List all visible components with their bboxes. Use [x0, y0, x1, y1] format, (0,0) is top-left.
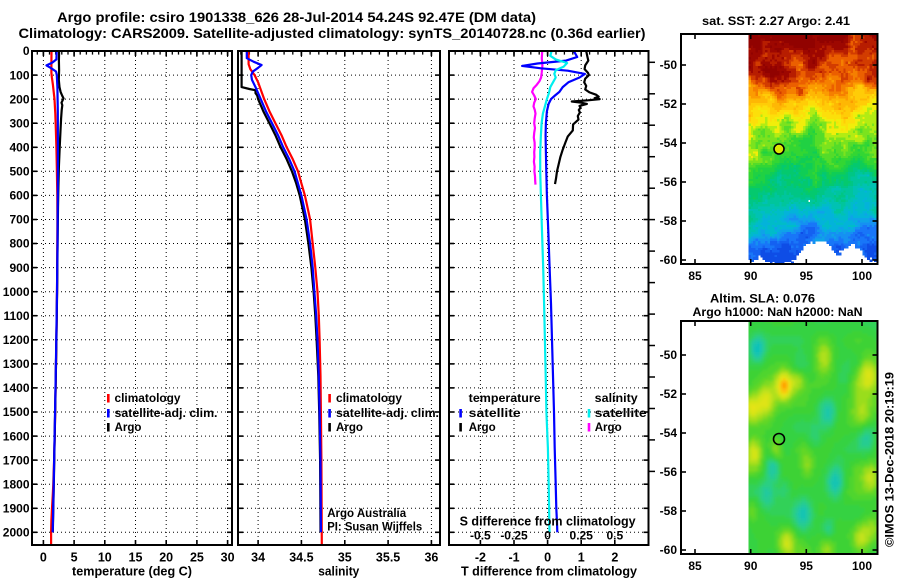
- svg-text:85: 85: [688, 269, 702, 283]
- svg-text:-60: -60: [660, 253, 678, 267]
- svg-text:100: 100: [9, 68, 29, 82]
- svg-text:PI: Susan Wijffels: PI: Susan Wijffels: [327, 520, 422, 534]
- svg-text:Argo: Argo: [595, 420, 622, 434]
- svg-text:-56: -56: [660, 175, 678, 189]
- svg-text:0.5: 0.5: [606, 529, 623, 543]
- svg-text:5: 5: [71, 551, 78, 565]
- svg-text:700: 700: [9, 213, 29, 227]
- svg-text:satellite: satellite: [595, 406, 647, 420]
- svg-text:climatology: climatology: [336, 391, 402, 405]
- svg-text:T difference from climatology: T difference from climatology: [461, 564, 638, 579]
- svg-text:-52: -52: [660, 387, 678, 401]
- svg-text:1100: 1100: [3, 309, 29, 323]
- svg-text:0.25: 0.25: [570, 529, 594, 543]
- svg-text:-50: -50: [660, 348, 678, 362]
- svg-text:-58: -58: [660, 214, 678, 228]
- svg-text:90: 90: [744, 269, 758, 283]
- svg-text:0: 0: [544, 551, 551, 565]
- svg-text:S difference from climatology: S difference from climatology: [460, 515, 636, 529]
- svg-text:34.5: 34.5: [289, 551, 313, 565]
- svg-text:temperature (deg C): temperature (deg C): [72, 564, 192, 579]
- svg-text:2: 2: [611, 551, 618, 565]
- svg-text:temperature: temperature: [469, 391, 541, 405]
- svg-text:95: 95: [800, 269, 814, 283]
- svg-text:-52: -52: [660, 97, 678, 111]
- svg-text:sat. SST: 2.27 Argo: 2.41: sat. SST: 2.27 Argo: 2.41: [702, 14, 850, 28]
- svg-text:2000: 2000: [3, 526, 30, 540]
- svg-text:-0.25: -0.25: [500, 529, 528, 543]
- svg-text:100: 100: [852, 269, 872, 283]
- svg-text:-60: -60: [660, 543, 678, 557]
- svg-text:85: 85: [688, 559, 702, 573]
- svg-text:-50: -50: [660, 58, 678, 72]
- svg-text:Argo profile: csiro 1901338_62: Argo profile: csiro 1901338_626 28-Jul-2…: [57, 10, 536, 25]
- svg-text:25: 25: [190, 551, 204, 565]
- svg-text:Climatology: CARS2009. Satelli: Climatology: CARS2009. Satellite-adjuste…: [19, 26, 646, 41]
- svg-text:400: 400: [9, 141, 29, 155]
- svg-text:600: 600: [9, 189, 29, 203]
- svg-text:Argo: Argo: [336, 420, 363, 434]
- svg-text:0: 0: [544, 529, 551, 543]
- svg-text:15: 15: [129, 551, 143, 565]
- svg-text:satellite-adj. clim.: satellite-adj. clim.: [115, 406, 218, 420]
- svg-text:1900: 1900: [3, 502, 30, 516]
- svg-text:1: 1: [578, 551, 585, 565]
- svg-text:20: 20: [159, 551, 173, 565]
- svg-text:salinity: salinity: [595, 391, 638, 405]
- svg-text:Argo: Argo: [115, 420, 142, 434]
- svg-text:climatology: climatology: [115, 391, 181, 405]
- svg-text:1400: 1400: [3, 381, 30, 395]
- svg-text:800: 800: [9, 237, 29, 251]
- svg-text:1200: 1200: [3, 333, 30, 347]
- svg-text:200: 200: [9, 92, 29, 106]
- svg-text:satellite: satellite: [469, 406, 521, 420]
- svg-text:Argo: Argo: [469, 420, 496, 434]
- svg-text:-0.5: -0.5: [470, 529, 491, 543]
- svg-text:1000: 1000: [3, 285, 30, 299]
- svg-text:34: 34: [251, 551, 265, 565]
- svg-text:10: 10: [98, 551, 112, 565]
- svg-text:-56: -56: [660, 465, 678, 479]
- svg-text:1300: 1300: [3, 357, 30, 371]
- svg-text:900: 900: [9, 261, 29, 275]
- svg-text:30: 30: [221, 551, 235, 565]
- svg-text:95: 95: [800, 559, 814, 573]
- svg-text:0: 0: [23, 44, 30, 58]
- svg-text:1700: 1700: [3, 453, 30, 467]
- svg-text:-1: -1: [508, 551, 519, 565]
- svg-text:Argo Australia: Argo Australia: [327, 506, 406, 520]
- svg-text:500: 500: [9, 165, 29, 179]
- svg-text:salinity: salinity: [318, 564, 360, 579]
- svg-text:1800: 1800: [3, 477, 30, 491]
- svg-text:0: 0: [40, 551, 47, 565]
- svg-text:1500: 1500: [3, 405, 30, 419]
- svg-text:1600: 1600: [3, 429, 30, 443]
- svg-text:-2: -2: [475, 551, 486, 565]
- svg-text:-58: -58: [660, 504, 678, 518]
- svg-text:90: 90: [744, 559, 758, 573]
- svg-text:-54: -54: [660, 136, 678, 150]
- svg-text:300: 300: [9, 116, 29, 130]
- svg-text:100: 100: [852, 559, 872, 573]
- svg-text:35.5: 35.5: [376, 551, 400, 565]
- svg-text:35: 35: [338, 551, 352, 565]
- svg-text:-54: -54: [660, 426, 678, 440]
- svg-text:36: 36: [424, 551, 438, 565]
- svg-text:satellite-adj. clim.: satellite-adj. clim.: [336, 406, 439, 420]
